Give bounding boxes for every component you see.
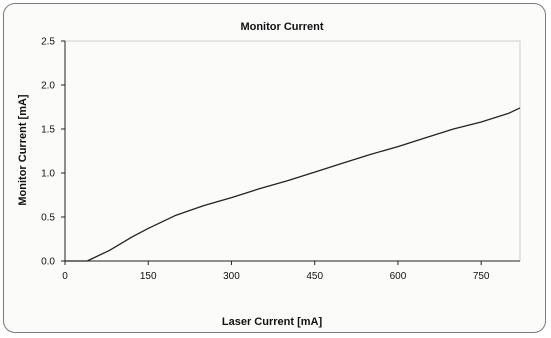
y-axis: 0.0 0.5 1.0 1.5 2.0 2.5 (41, 37, 66, 268)
x-tick-label: 600 (390, 271, 407, 282)
series-layer (65, 107, 521, 262)
x-tick-label: 0 (62, 271, 68, 282)
x-tick-label: 150 (140, 271, 157, 282)
y-tick-label: 0.0 (41, 257, 55, 268)
x-axis: 0 150 300 450 600 750 (62, 260, 520, 282)
x-tick-label: 300 (223, 271, 240, 282)
y-tick-label: 1.5 (41, 125, 55, 136)
y-tick-label: 2.0 (41, 81, 55, 92)
x-tick-label: 450 (306, 271, 323, 282)
y-axis-label: Monitor Current [mA] (17, 94, 29, 206)
chart-frame (3, 3, 546, 333)
series-line-0 (65, 107, 521, 262)
x-tick-label: 750 (473, 271, 490, 282)
plot-area (64, 40, 521, 262)
y-tick-label: 1.0 (41, 169, 55, 180)
x-axis-label: Laser Current [mA] (222, 316, 323, 328)
y-tick-label: 0.5 (41, 213, 55, 224)
y-tick-label: 2.5 (41, 37, 55, 48)
chart-title: Monitor Current (240, 21, 323, 33)
